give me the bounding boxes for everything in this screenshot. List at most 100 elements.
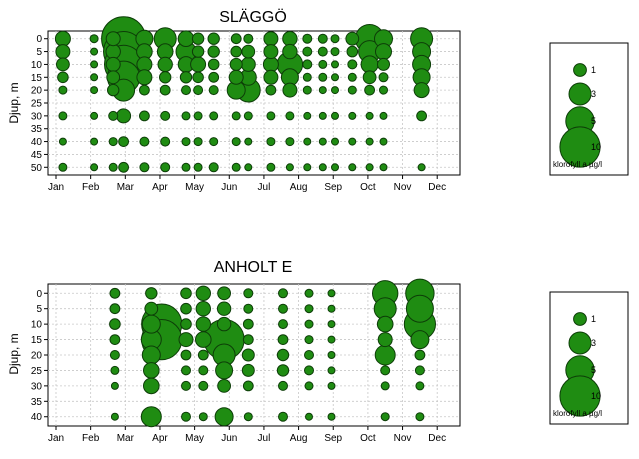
month-label: Oct bbox=[360, 433, 376, 444]
data-bubble bbox=[191, 45, 205, 58]
data-bubble bbox=[305, 412, 313, 421]
data-bubble bbox=[107, 83, 120, 97]
data-bubble bbox=[285, 163, 294, 172]
data-bubble bbox=[365, 111, 374, 120]
data-bubble bbox=[181, 162, 191, 172]
data-bubble bbox=[139, 110, 150, 122]
data-bubble bbox=[266, 111, 276, 121]
data-bubble bbox=[416, 110, 428, 122]
data-bubble bbox=[159, 84, 171, 96]
data-bubble bbox=[317, 33, 328, 44]
data-bubble bbox=[347, 85, 357, 95]
legend-value-label: 5 bbox=[591, 365, 596, 375]
data-bubble bbox=[348, 111, 357, 120]
data-bubble bbox=[379, 163, 388, 172]
month-label: Nov bbox=[394, 182, 412, 193]
data-bubble bbox=[327, 289, 336, 298]
y-tick-label: 45 bbox=[31, 150, 43, 161]
data-bubble bbox=[303, 163, 312, 172]
y-tick-label: 5 bbox=[36, 304, 42, 315]
data-bubble bbox=[195, 285, 212, 301]
data-bubble bbox=[318, 163, 327, 172]
data-bubble bbox=[160, 110, 171, 121]
data-bubble bbox=[181, 111, 191, 121]
data-bubble bbox=[231, 162, 241, 172]
data-bubble bbox=[318, 72, 328, 82]
data-bubble bbox=[282, 31, 298, 47]
data-bubble bbox=[198, 365, 209, 376]
month-label: Mar bbox=[117, 433, 135, 444]
data-bubble bbox=[160, 136, 171, 147]
data-bubble bbox=[118, 136, 129, 148]
data-bubble bbox=[375, 43, 392, 61]
y-tick-label: 25 bbox=[31, 366, 43, 377]
legend-value-label: 3 bbox=[591, 89, 596, 99]
data-bubble bbox=[347, 59, 358, 70]
data-bubble bbox=[90, 163, 99, 172]
data-bubble bbox=[105, 56, 121, 72]
month-label: May bbox=[185, 182, 204, 193]
y-tick-label: 15 bbox=[31, 335, 43, 346]
data-bubble bbox=[90, 47, 99, 56]
data-bubble bbox=[228, 69, 244, 85]
data-bubble bbox=[365, 163, 374, 172]
data-bubble bbox=[331, 60, 339, 69]
data-bubble bbox=[58, 137, 67, 146]
data-bubble bbox=[109, 303, 121, 315]
data-bubble bbox=[209, 111, 219, 121]
legend-value-label: 3 bbox=[591, 338, 596, 348]
data-bubble bbox=[160, 162, 171, 173]
data-bubble bbox=[139, 84, 150, 96]
data-bubble bbox=[207, 58, 220, 71]
y-tick-label: 15 bbox=[31, 73, 43, 84]
data-bubble bbox=[327, 381, 336, 390]
data-bubble bbox=[278, 319, 288, 330]
data-bubble bbox=[278, 303, 288, 314]
data-bubble bbox=[304, 288, 314, 298]
slaggo-plot-area bbox=[44, 16, 461, 179]
y-tick-label: 0 bbox=[36, 289, 42, 300]
data-bubble bbox=[195, 331, 212, 348]
data-bubble bbox=[266, 162, 276, 172]
month-label: Apr bbox=[152, 433, 168, 444]
month-label: Dec bbox=[428, 433, 446, 444]
data-bubble bbox=[304, 319, 314, 329]
data-bubble bbox=[380, 412, 390, 422]
data-bubble bbox=[318, 137, 327, 146]
slaggo-month-labels: Jan Feb Mar Apr May Jun Jul Aug Sep Oct Nov Dec bbox=[48, 182, 446, 193]
data-bubble bbox=[181, 137, 191, 147]
data-bubble bbox=[241, 348, 255, 362]
data-bubble bbox=[405, 294, 434, 323]
data-bubble bbox=[90, 86, 99, 95]
data-bubble bbox=[108, 162, 118, 172]
data-bubble bbox=[277, 334, 289, 346]
data-bubble bbox=[282, 82, 298, 98]
data-bubble bbox=[195, 301, 212, 317]
data-bubble bbox=[230, 33, 242, 45]
data-bubble bbox=[263, 69, 279, 85]
y-tick-label: 40 bbox=[31, 412, 43, 423]
data-bubble bbox=[304, 335, 314, 345]
data-bubble bbox=[106, 70, 121, 85]
anholt-e-month-labels: Jan Feb Mar Apr May Jun Jul Aug Sep Oct Nov Dec bbox=[48, 433, 446, 444]
data-bubble bbox=[282, 43, 298, 60]
data-bubble bbox=[178, 332, 194, 348]
data-bubble bbox=[318, 86, 327, 95]
data-bubble bbox=[193, 137, 203, 147]
anholt-e-plot-area bbox=[44, 278, 461, 430]
y-tick-label: 35 bbox=[31, 397, 43, 408]
data-bubble bbox=[266, 137, 276, 147]
data-bubble bbox=[410, 330, 430, 350]
data-bubble bbox=[327, 366, 336, 375]
data-bubble bbox=[278, 380, 288, 391]
data-bubble bbox=[57, 71, 69, 84]
data-bubble bbox=[374, 344, 396, 366]
data-bubble bbox=[304, 304, 314, 314]
data-bubble bbox=[105, 43, 121, 60]
data-bubble bbox=[377, 57, 390, 71]
y-tick-label: 0 bbox=[36, 34, 42, 45]
data-bubble bbox=[181, 85, 191, 96]
data-bubble bbox=[302, 59, 313, 70]
data-bubble bbox=[243, 288, 254, 299]
